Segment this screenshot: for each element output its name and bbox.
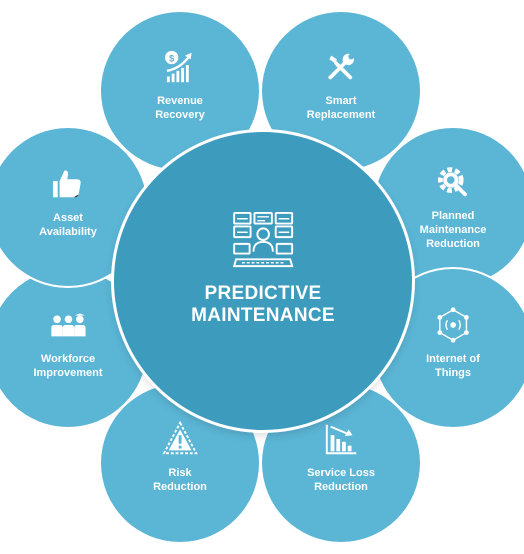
node-smart-replacement: Smart Replacement — [307, 48, 375, 122]
warning-triangle-icon — [162, 420, 198, 455]
node-planned-maintenance: Planned Maintenance Reduction — [419, 163, 487, 251]
node-service-loss-reduction: Service Loss Reduction — [307, 420, 375, 494]
center-circle — [114, 132, 412, 430]
label-planned-maintenance: Planned Maintenance Reduction — [419, 210, 487, 250]
label-internet-of-things: Internet of Things — [426, 353, 480, 379]
revenue-growth-icon: $ — [164, 50, 192, 83]
label-workforce-improvement: Workforce Improvement — [33, 353, 103, 379]
wrench-screwdriver-icon — [328, 53, 355, 80]
label-service-loss-reduction: Service Loss Reduction — [307, 467, 375, 493]
iot-network-icon — [437, 307, 469, 343]
center-title: PREDICTIVE MAINTENANCE — [191, 283, 335, 326]
node-workforce-improvement: Workforce Improvement — [33, 306, 103, 380]
team-icon — [50, 313, 86, 337]
label-revenue-recovery: Revenue Recovery — [155, 95, 205, 121]
label-smart-replacement: Smart Replacement — [306, 95, 376, 121]
operator-workstation-icon — [232, 211, 294, 268]
node-risk-reduction: Risk Reduction — [153, 420, 207, 494]
node-asset-availability: Asset Availability — [39, 165, 97, 239]
label-asset-availability: Asset Availability — [39, 212, 97, 238]
node-revenue-recovery: $ Revenue Recovery — [155, 48, 205, 122]
declining-chart-icon — [325, 424, 357, 455]
label-risk-reduction: Risk Reduction — [153, 467, 207, 493]
svg-text:$: $ — [169, 53, 175, 64]
node-internet-of-things: Internet of Things — [426, 306, 480, 380]
node-predictive-maintenance: PREDICTIVE MAINTENANCE — [191, 211, 335, 327]
thumbs-up-icon — [52, 170, 81, 198]
gear-wrench-icon — [438, 167, 468, 197]
